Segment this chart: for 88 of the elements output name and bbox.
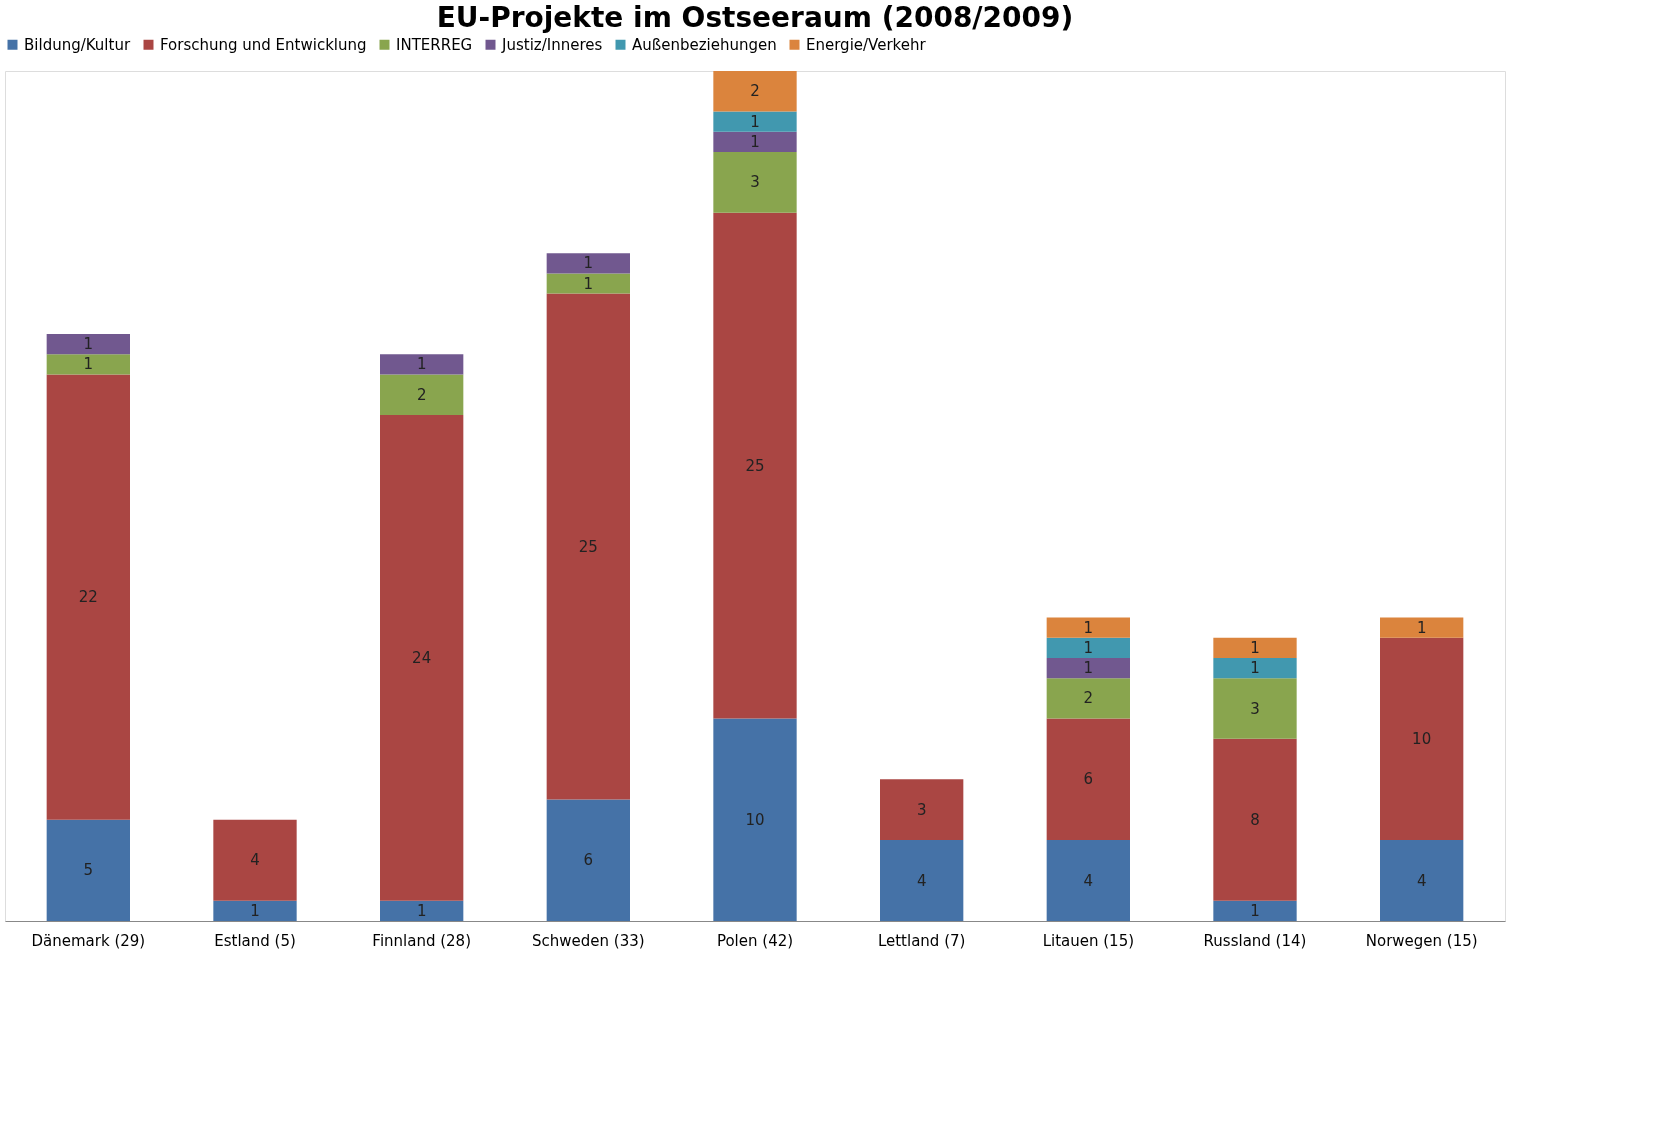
data-label: 4 bbox=[1083, 871, 1094, 890]
data-label: 10 bbox=[1412, 729, 1432, 748]
data-label: 2 bbox=[750, 82, 760, 101]
x-tick-label: Dänemark (29) bbox=[31, 931, 146, 950]
bar bbox=[213, 819, 297, 901]
bar bbox=[1046, 718, 1130, 841]
x-tick-label: Polen (42) bbox=[716, 931, 794, 950]
bar bbox=[880, 840, 964, 921]
data-label: 1 bbox=[583, 274, 594, 293]
bar bbox=[380, 900, 464, 921]
data-label: 1 bbox=[83, 335, 94, 354]
bar bbox=[546, 273, 630, 294]
data-label: 24 bbox=[412, 648, 432, 667]
data-label: 1 bbox=[416, 355, 427, 374]
bar bbox=[546, 253, 630, 274]
data-label: 1 bbox=[750, 112, 760, 131]
bar bbox=[1380, 617, 1464, 638]
data-label: 1 bbox=[1250, 638, 1260, 657]
data-label: 3 bbox=[750, 173, 760, 192]
data-label: 8 bbox=[1250, 810, 1260, 829]
bar bbox=[380, 374, 464, 416]
x-tick-label: Russland (14) bbox=[1203, 931, 1307, 950]
bar bbox=[713, 151, 797, 213]
data-label: 22 bbox=[78, 588, 98, 607]
x-tick-label: Lettland (7) bbox=[877, 931, 966, 950]
bar bbox=[46, 819, 130, 921]
legend-label: Energie/Verkehr bbox=[806, 35, 927, 54]
data-label: 1 bbox=[1083, 618, 1094, 637]
chart-title: EU-Projekte im Ostseeraum (2008/2009) bbox=[436, 1, 1074, 34]
data-label: 1 bbox=[1250, 659, 1260, 678]
data-label: 6 bbox=[583, 851, 594, 870]
x-tick-label: Estland (5) bbox=[214, 931, 296, 950]
bar bbox=[713, 111, 797, 132]
data-label: 3 bbox=[1250, 699, 1260, 718]
data-label: 6 bbox=[1083, 770, 1094, 789]
legend-label: Außenbeziehungen bbox=[632, 35, 777, 54]
bar bbox=[380, 354, 464, 375]
data-label: 1 bbox=[750, 132, 760, 151]
data-label: 5 bbox=[83, 861, 94, 880]
bar bbox=[46, 374, 130, 820]
data-label: 1 bbox=[250, 901, 260, 920]
data-label: 25 bbox=[745, 456, 765, 475]
bar bbox=[1380, 637, 1464, 841]
bar bbox=[1046, 678, 1130, 719]
data-label: 1 bbox=[1416, 618, 1427, 637]
data-label: 25 bbox=[578, 537, 598, 556]
bar bbox=[46, 354, 130, 375]
x-tick-label: Norwegen (15) bbox=[1365, 931, 1478, 950]
bar bbox=[1046, 637, 1130, 658]
data-label: 1 bbox=[1083, 659, 1094, 678]
bar bbox=[46, 334, 130, 355]
bar bbox=[1380, 840, 1464, 921]
bar bbox=[546, 799, 630, 921]
legend-label: INTERREG bbox=[396, 35, 473, 54]
bar bbox=[1046, 840, 1130, 921]
bar bbox=[1213, 900, 1297, 921]
data-label: 4 bbox=[916, 871, 927, 890]
data-label: 1 bbox=[1250, 901, 1260, 920]
bar bbox=[1213, 657, 1297, 679]
bar bbox=[713, 131, 797, 152]
bar bbox=[213, 900, 297, 921]
data-label: 2 bbox=[1083, 689, 1094, 708]
bar bbox=[380, 415, 464, 901]
data-label: 1 bbox=[583, 254, 594, 273]
legend-label: Bildung/Kultur bbox=[24, 35, 131, 54]
data-label: 4 bbox=[250, 851, 260, 870]
bar bbox=[1046, 617, 1130, 638]
x-tick-label: Litauen (15) bbox=[1042, 931, 1135, 950]
data-label: 1 bbox=[416, 901, 427, 920]
data-label: 3 bbox=[916, 800, 927, 819]
x-tick-label: Finnland (28) bbox=[372, 931, 471, 950]
data-label: 10 bbox=[745, 810, 765, 829]
legend-label: Forschung und Entwicklung bbox=[160, 35, 367, 54]
bar bbox=[1046, 657, 1130, 679]
bar bbox=[546, 293, 630, 800]
data-label: 4 bbox=[1416, 871, 1427, 890]
bar bbox=[713, 212, 797, 719]
bar bbox=[1213, 678, 1297, 739]
bar bbox=[713, 718, 797, 921]
data-label: 2 bbox=[416, 385, 427, 404]
bar bbox=[713, 71, 797, 112]
bar bbox=[880, 779, 964, 841]
data-label: 1 bbox=[83, 355, 94, 374]
bar bbox=[1213, 637, 1297, 658]
data-label: 1 bbox=[1083, 638, 1094, 657]
x-tick-label: Schweden (33) bbox=[532, 931, 645, 950]
bar bbox=[1213, 738, 1297, 901]
legend-label: Justiz/Inneres bbox=[501, 35, 603, 54]
